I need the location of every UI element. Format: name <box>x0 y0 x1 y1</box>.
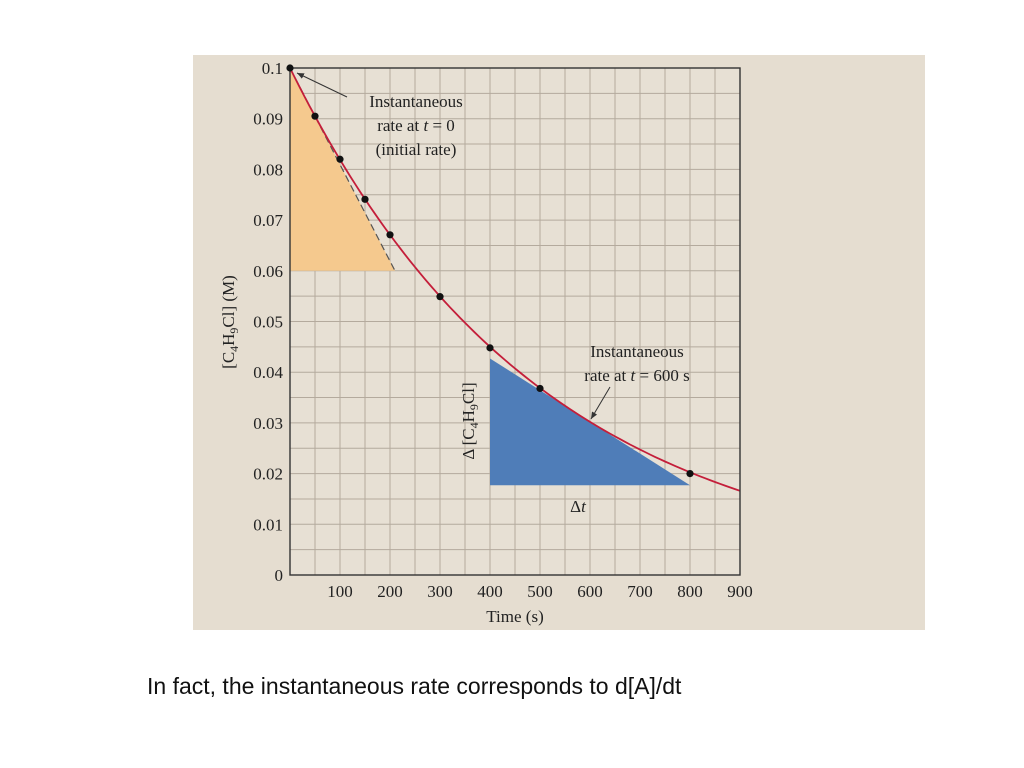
x-tick-labels: 100 200 300 400 500 600 700 800 900 <box>327 582 753 601</box>
y-tick-label: 0.02 <box>253 465 283 484</box>
slide-caption: In fact, the instantaneous rate correspo… <box>147 673 682 699</box>
y-tick-label: 0.1 <box>262 59 283 78</box>
data-point <box>536 384 544 393</box>
annotation-initial-line-3: (initial rate) <box>376 140 457 159</box>
y-axis-label: [C4H9Cl] (M) <box>219 275 241 369</box>
annotation-600-line-1: Instantaneous <box>590 342 683 361</box>
annotation-initial-line-2: rate at t = 0 <box>377 116 455 135</box>
rate-chart: 100 200 300 400 500 600 700 800 900 0 0.01 0.02 0.0… <box>193 55 925 630</box>
x-tick-label: 300 <box>427 582 453 601</box>
x-tick-label: 800 <box>677 582 703 601</box>
annotation-600-line-2: rate at t = 600 s <box>584 366 689 385</box>
y-tick-label: 0.05 <box>253 313 283 332</box>
delta-concentration-label: Δ [C4H9Cl] <box>459 382 481 459</box>
x-tick-label: 600 <box>577 582 603 601</box>
y-tick-label: 0.06 <box>253 262 283 281</box>
x-tick-label: 100 <box>327 582 353 601</box>
y-tick-labels: 0 0.01 0.02 0.03 0.04 0.05 0.06 0.07 0.08 0.09 0.1 <box>253 59 283 585</box>
annotation-600-arrow <box>590 386 611 420</box>
y-tick-label: 0.03 <box>253 414 283 433</box>
annotation-600s-rate: Instantaneous rate at t = 600 s <box>584 342 689 385</box>
annotation-initial-rate: Instantaneous rate at t = 0 (initial rat… <box>369 92 462 159</box>
data-point <box>436 293 444 301</box>
x-tick-label: 900 <box>727 582 753 601</box>
data-point <box>336 155 344 163</box>
x-tick-label: 500 <box>527 582 553 601</box>
data-point <box>311 112 319 120</box>
data-point <box>361 195 369 203</box>
data-points <box>286 64 694 478</box>
data-point <box>286 64 294 72</box>
y-tick-label: 0.08 <box>253 160 283 179</box>
data-point <box>686 470 694 478</box>
data-point <box>386 231 394 239</box>
y-tick-label: 0.04 <box>253 363 283 382</box>
y-tick-label: 0 <box>275 566 284 585</box>
x-tick-label: 400 <box>477 582 503 601</box>
x-tick-label: 700 <box>627 582 653 601</box>
annotation-initial-arrow <box>296 72 348 98</box>
y-tick-label: 0.07 <box>253 211 283 230</box>
data-point <box>486 344 494 352</box>
annotation-initial-line-1: Instantaneous <box>369 92 462 111</box>
y-tick-label: 0.01 <box>253 515 283 534</box>
y-tick-label: 0.09 <box>253 110 283 129</box>
plot-frame <box>289 67 741 576</box>
gridlines <box>290 68 740 575</box>
delta-t-label: Δt <box>570 497 587 516</box>
x-axis-label: Time (s) <box>486 607 543 626</box>
x-tick-label: 200 <box>377 582 403 601</box>
